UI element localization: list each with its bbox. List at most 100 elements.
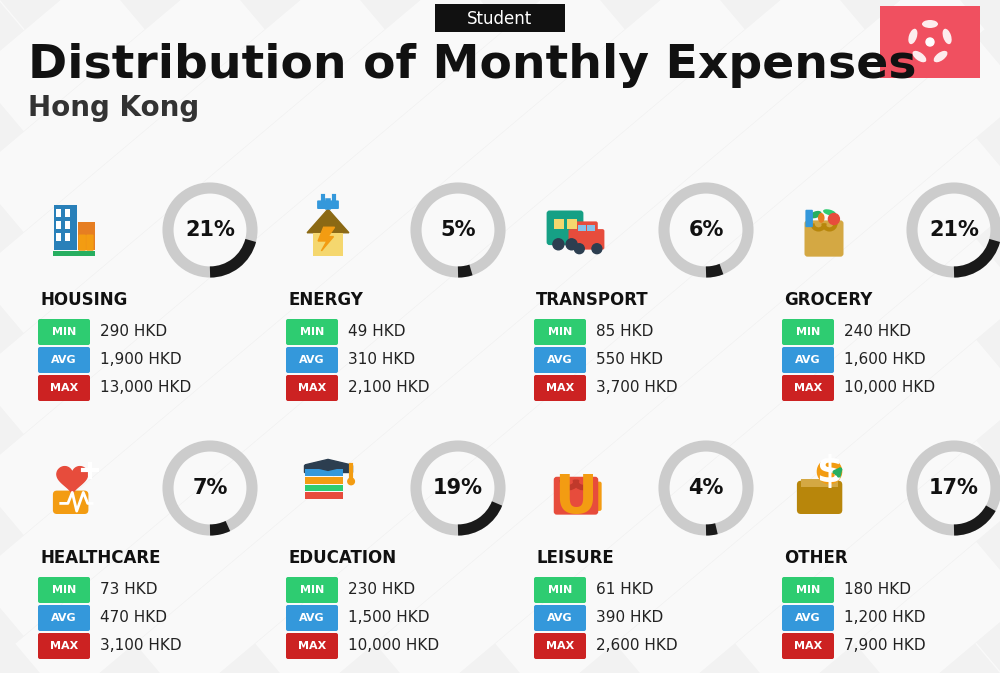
Circle shape (926, 38, 934, 46)
Text: MIN: MIN (796, 585, 820, 595)
Polygon shape (318, 227, 335, 251)
Text: 310 HKD: 310 HKD (348, 353, 415, 367)
Text: AVG: AVG (795, 355, 821, 365)
FancyBboxPatch shape (534, 347, 586, 373)
Text: 73 HKD: 73 HKD (100, 583, 158, 598)
FancyBboxPatch shape (782, 319, 834, 345)
Text: 6%: 6% (688, 220, 724, 240)
FancyBboxPatch shape (54, 205, 77, 250)
FancyBboxPatch shape (435, 4, 565, 32)
Text: 85 HKD: 85 HKD (596, 324, 653, 339)
FancyBboxPatch shape (317, 201, 339, 209)
FancyBboxPatch shape (782, 605, 834, 631)
FancyBboxPatch shape (65, 209, 70, 217)
FancyBboxPatch shape (56, 209, 61, 217)
Text: 4%: 4% (688, 478, 724, 498)
FancyBboxPatch shape (554, 219, 564, 229)
Text: AVG: AVG (547, 355, 573, 365)
Text: MIN: MIN (548, 585, 572, 595)
FancyBboxPatch shape (534, 319, 586, 345)
Text: EDUCATION: EDUCATION (288, 549, 396, 567)
Text: 10,000 HKD: 10,000 HKD (844, 380, 935, 396)
FancyBboxPatch shape (78, 234, 86, 251)
FancyBboxPatch shape (797, 481, 842, 514)
Polygon shape (305, 460, 351, 470)
FancyBboxPatch shape (38, 577, 90, 603)
FancyBboxPatch shape (305, 469, 343, 476)
FancyBboxPatch shape (305, 485, 343, 491)
Text: MIN: MIN (548, 327, 572, 337)
Ellipse shape (943, 29, 952, 44)
Text: MIN: MIN (300, 585, 324, 595)
Text: Distribution of Monthly Expenses: Distribution of Monthly Expenses (28, 42, 916, 87)
Ellipse shape (908, 29, 917, 44)
Text: 17%: 17% (929, 478, 979, 498)
Text: MIN: MIN (52, 327, 76, 337)
FancyBboxPatch shape (38, 319, 90, 345)
FancyBboxPatch shape (587, 225, 595, 231)
Text: 1,500 HKD: 1,500 HKD (348, 610, 430, 625)
FancyBboxPatch shape (56, 234, 61, 241)
Text: 230 HKD: 230 HKD (348, 583, 415, 598)
FancyBboxPatch shape (782, 347, 834, 373)
FancyBboxPatch shape (56, 221, 61, 229)
FancyBboxPatch shape (568, 229, 604, 250)
Text: 1,900 HKD: 1,900 HKD (100, 353, 182, 367)
Text: 7,900 HKD: 7,900 HKD (844, 639, 926, 653)
Circle shape (348, 478, 354, 485)
Text: AVG: AVG (299, 355, 325, 365)
FancyBboxPatch shape (286, 605, 338, 631)
Text: 180 HKD: 180 HKD (844, 583, 911, 598)
FancyBboxPatch shape (52, 251, 95, 256)
FancyBboxPatch shape (313, 233, 343, 256)
Text: MAX: MAX (794, 641, 822, 651)
FancyBboxPatch shape (567, 219, 577, 229)
Text: 290 HKD: 290 HKD (100, 324, 167, 339)
FancyBboxPatch shape (286, 577, 338, 603)
Circle shape (553, 239, 564, 250)
Ellipse shape (934, 51, 947, 63)
FancyBboxPatch shape (782, 633, 834, 659)
Text: GROCERY: GROCERY (784, 291, 872, 309)
Text: $: $ (816, 454, 842, 489)
FancyBboxPatch shape (65, 221, 70, 229)
Ellipse shape (922, 20, 938, 28)
Text: U: U (555, 472, 597, 524)
Text: 7%: 7% (192, 478, 228, 498)
Text: 390 HKD: 390 HKD (596, 610, 663, 625)
Circle shape (592, 244, 602, 254)
Text: 21%: 21% (185, 220, 235, 240)
Text: TRANSPORT: TRANSPORT (536, 291, 649, 309)
Text: OTHER: OTHER (784, 549, 848, 567)
FancyBboxPatch shape (38, 347, 90, 373)
Text: MAX: MAX (50, 641, 78, 651)
Ellipse shape (913, 51, 926, 63)
Ellipse shape (818, 213, 825, 223)
Text: 19%: 19% (433, 478, 483, 498)
FancyBboxPatch shape (65, 234, 70, 241)
Text: AVG: AVG (51, 355, 77, 365)
Ellipse shape (823, 209, 836, 215)
FancyBboxPatch shape (554, 476, 598, 515)
Text: 2,100 HKD: 2,100 HKD (348, 380, 430, 396)
Text: MAX: MAX (794, 383, 822, 393)
Text: 49 HKD: 49 HKD (348, 324, 406, 339)
FancyBboxPatch shape (53, 491, 88, 514)
Ellipse shape (810, 211, 822, 218)
Text: 3,100 HKD: 3,100 HKD (100, 639, 182, 653)
Circle shape (566, 239, 577, 250)
FancyBboxPatch shape (286, 633, 338, 659)
Text: Student: Student (467, 10, 533, 28)
Text: 240 HKD: 240 HKD (844, 324, 911, 339)
Text: ENERGY: ENERGY (288, 291, 363, 309)
Text: 1,600 HKD: 1,600 HKD (844, 353, 926, 367)
Circle shape (817, 460, 842, 484)
Text: AVG: AVG (547, 613, 573, 623)
Polygon shape (57, 466, 88, 495)
Text: 550 HKD: 550 HKD (596, 353, 663, 367)
FancyBboxPatch shape (804, 220, 844, 256)
Polygon shape (307, 209, 349, 233)
Text: MAX: MAX (298, 641, 326, 651)
FancyBboxPatch shape (547, 211, 583, 245)
Text: 21%: 21% (929, 220, 979, 240)
